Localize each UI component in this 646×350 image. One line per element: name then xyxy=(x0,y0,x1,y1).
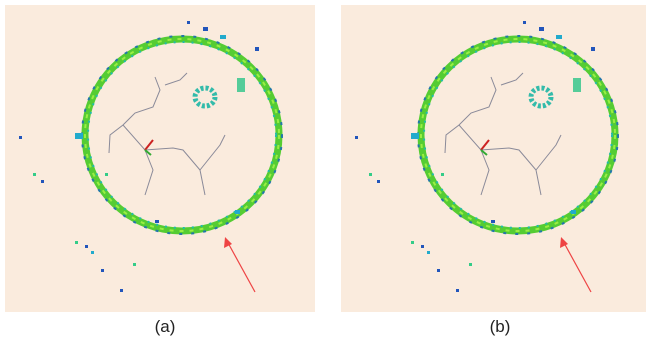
panel-b xyxy=(341,5,646,312)
page: {"panels": [{"caption": "(a)"}, {"captio… xyxy=(0,0,646,350)
figure: (a) (b) xyxy=(0,0,646,350)
panel-a xyxy=(5,5,315,312)
caption: (a) xyxy=(155,317,176,336)
caption: (b) xyxy=(490,317,511,336)
